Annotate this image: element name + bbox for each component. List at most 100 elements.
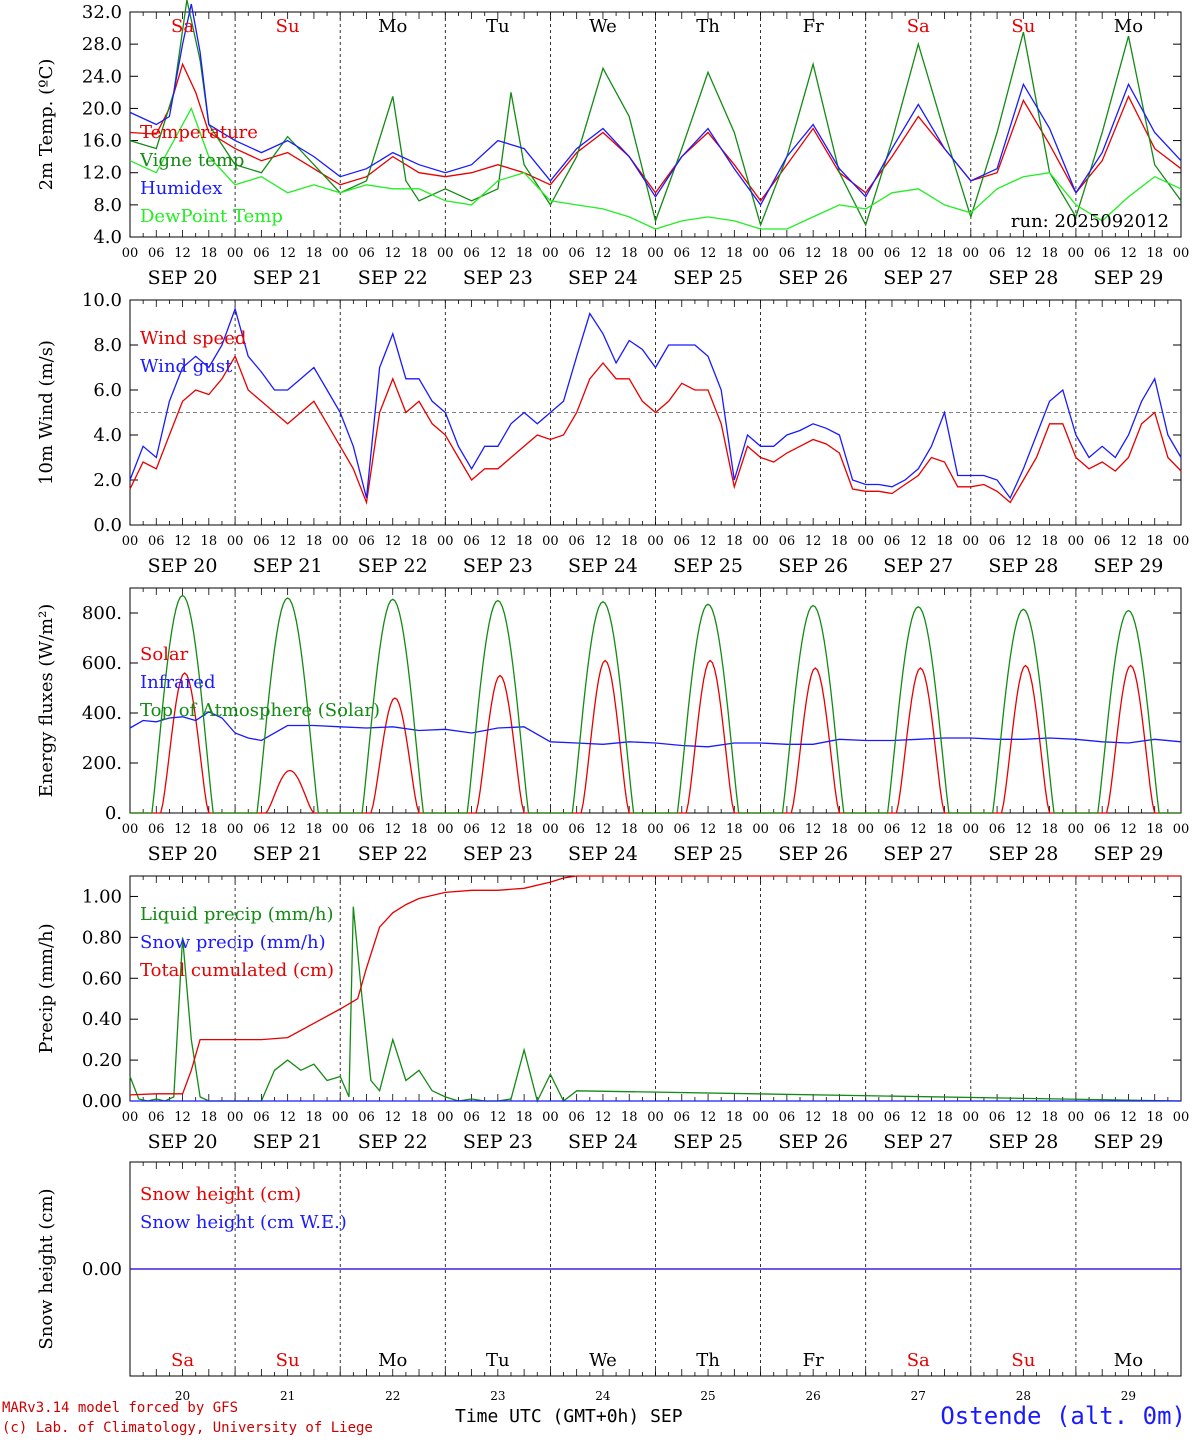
hour-label: 00 — [122, 1110, 139, 1125]
y-tick-label: 12.0 — [82, 163, 122, 184]
day-number: 26 — [806, 1389, 821, 1403]
series-line — [129, 711, 1182, 748]
hour-label: 00 — [963, 1110, 980, 1125]
hour-label: 18 — [516, 534, 533, 549]
hour-label: 12 — [595, 534, 612, 549]
weekday-label: Su — [276, 16, 300, 37]
hour-label: 06 — [148, 246, 165, 261]
hour-label: 18 — [1146, 534, 1163, 549]
hour-label: 12 — [384, 534, 401, 549]
y-tick-label: 0.0 — [93, 515, 122, 536]
date-label: SEP 29 — [1094, 267, 1164, 289]
y-axis-title: Energy fluxes (W/m²) — [36, 604, 57, 798]
hour-label: 00 — [542, 822, 559, 837]
y-tick-label: 0.80 — [82, 927, 122, 948]
hour-label: 18 — [831, 246, 848, 261]
date-label: SEP 27 — [883, 267, 953, 289]
hour-label: 18 — [201, 1110, 218, 1125]
date-label: SEP 24 — [568, 1131, 638, 1153]
hour-label: 06 — [148, 1110, 165, 1125]
series-line — [129, 306, 1182, 500]
hour-label: 00 — [227, 822, 244, 837]
legend-entry: Wind gust — [140, 356, 233, 377]
hour-label: 06 — [148, 822, 165, 837]
hour-label: 18 — [1146, 822, 1163, 837]
weekday-label: Mo — [378, 1350, 407, 1371]
date-label: SEP 25 — [673, 267, 743, 289]
hour-label: 00 — [542, 534, 559, 549]
weekday-label: Th — [696, 16, 720, 37]
y-tick-label: 2.0 — [93, 470, 122, 491]
date-label: SEP 26 — [778, 555, 848, 577]
date-label: SEP 29 — [1094, 1131, 1164, 1153]
y-tick-label: 10.0 — [82, 290, 122, 311]
hour-label: 18 — [621, 822, 638, 837]
hour-label: 06 — [148, 534, 165, 549]
hour-label: 12 — [279, 822, 296, 837]
hour-label: 18 — [936, 822, 953, 837]
weekday-label: Su — [1011, 1350, 1035, 1371]
legend-entry: Wind speed — [140, 328, 246, 349]
hour-label: 12 — [595, 246, 612, 261]
hour-label: 12 — [1015, 246, 1032, 261]
hour-label: 06 — [674, 822, 691, 837]
hour-label: 06 — [463, 822, 480, 837]
hour-label: 06 — [884, 534, 901, 549]
weekday-label: Mo — [1114, 16, 1143, 37]
hour-label: 18 — [201, 246, 218, 261]
hour-label: 12 — [1120, 246, 1137, 261]
series-line — [130, 659, 1181, 814]
hour-label: 18 — [831, 822, 848, 837]
date-label: SEP 25 — [673, 843, 743, 865]
hour-label: 06 — [1094, 246, 1111, 261]
hour-label: 18 — [726, 534, 743, 549]
hour-label: 12 — [490, 534, 507, 549]
hour-label: 18 — [1146, 246, 1163, 261]
hour-label: 12 — [490, 1110, 507, 1125]
date-label: SEP 21 — [253, 267, 323, 289]
hour-label: 06 — [779, 822, 796, 837]
day-number: 21 — [280, 1389, 295, 1403]
lab-credit: (c) Lab. of Climatology, University of L… — [2, 1420, 373, 1436]
hour-label: 18 — [1041, 534, 1058, 549]
hour-label: 00 — [1173, 246, 1190, 261]
hour-label: 00 — [1068, 534, 1085, 549]
y-tick-label: 0.00 — [82, 1091, 122, 1112]
hour-label: 12 — [910, 534, 927, 549]
hour-label: 00 — [227, 246, 244, 261]
hour-label: 18 — [936, 1110, 953, 1125]
y-tick-label: 0.20 — [82, 1050, 122, 1071]
hour-label: 06 — [568, 1110, 585, 1125]
weekday-label: Tu — [486, 1350, 510, 1371]
hour-label: 00 — [437, 822, 454, 837]
date-label: SEP 27 — [883, 843, 953, 865]
hour-label: 00 — [857, 1110, 874, 1125]
hour-label: 12 — [384, 822, 401, 837]
y-axis-title: 2m Temp. (ºC) — [36, 59, 57, 191]
hour-label: 06 — [568, 246, 585, 261]
hour-label: 06 — [358, 1110, 375, 1125]
y-tick-label: 1.00 — [82, 886, 122, 907]
hour-label: 06 — [674, 1110, 691, 1125]
hour-label: 18 — [201, 534, 218, 549]
weekday-label: Sa — [907, 1350, 930, 1371]
hour-label: 00 — [857, 534, 874, 549]
hour-label: 00 — [1068, 1110, 1085, 1125]
legend-entry: Snow height (cm) — [140, 1184, 301, 1205]
date-label: SEP 29 — [1094, 555, 1164, 577]
hour-label: 00 — [332, 246, 349, 261]
hour-label: 00 — [647, 822, 664, 837]
legend-entry: Top of Atmosphere (Solar) — [140, 700, 380, 721]
date-label: SEP 27 — [883, 555, 953, 577]
hour-label: 06 — [463, 246, 480, 261]
date-label: SEP 20 — [148, 267, 218, 289]
legend-entry: Temperature — [140, 122, 258, 143]
y-tick-label: 8.0 — [93, 335, 122, 356]
hour-label: 18 — [306, 822, 323, 837]
weekday-label: Sa — [907, 16, 930, 37]
date-label: SEP 25 — [673, 555, 743, 577]
hour-label: 12 — [700, 534, 717, 549]
y-tick-label: 8.0 — [93, 195, 122, 216]
hour-label: 00 — [332, 1110, 349, 1125]
date-label: SEP 26 — [778, 1131, 848, 1153]
